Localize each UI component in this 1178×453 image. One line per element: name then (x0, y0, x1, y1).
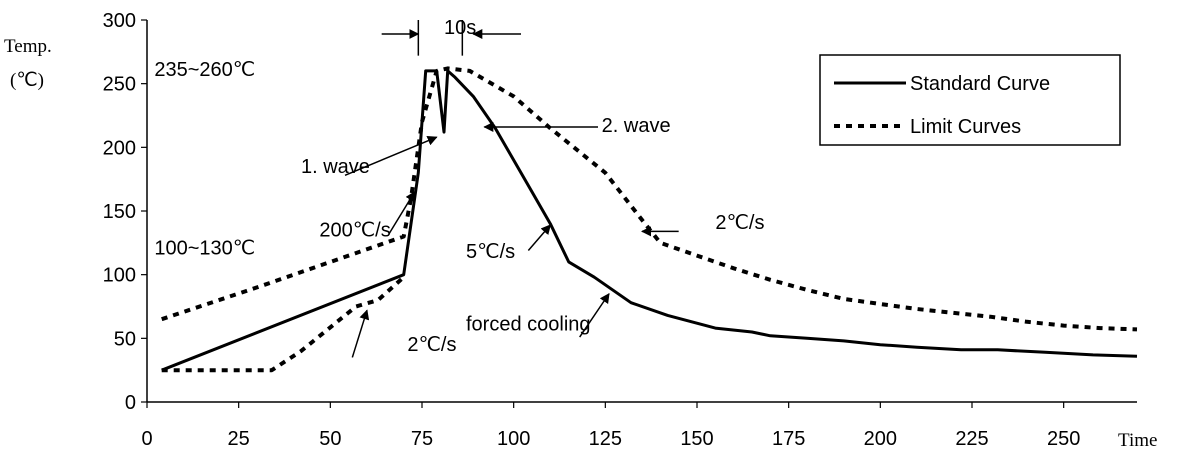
x-tick-label: 75 (411, 428, 433, 450)
legend-box (819, 54, 1121, 146)
series-0-line (161, 69, 1138, 372)
x-tick-label: 0 (141, 428, 152, 450)
x-tick-label: 25 (228, 428, 250, 450)
x-tick-label: 200 (864, 428, 897, 450)
annotation-arrow (351, 309, 370, 358)
annotation-arrow (388, 191, 416, 235)
y-tick-labels: 0 50 100 150 200 250 300 (103, 10, 136, 414)
annotation-arrow (579, 292, 610, 338)
series-layer (161, 66, 1138, 373)
annotation-6: 2. wave (602, 115, 671, 137)
annotation-7: 5℃/s (466, 241, 515, 263)
annotation-arrow (344, 135, 438, 177)
legend: Standard Curve Limit Curves (819, 54, 1121, 146)
annotation-0: 235~260℃ (154, 59, 255, 81)
axes (141, 19, 1137, 408)
annotation-5: 2℃/s (407, 334, 456, 356)
x-tick-labels: 0 25 50 75 100 125 150 175 200 225 250 (141, 428, 1080, 450)
x-tick-label: 150 (680, 428, 713, 450)
annotations: 235~260℃ 100~130℃ 10s 1. wave 200℃/s 2℃/s 2. w… (154, 17, 764, 356)
legend-label-limit: Limit Curves (910, 116, 1021, 138)
annotation-2: 10s (444, 17, 476, 39)
x-tick-label: 175 (772, 428, 805, 450)
x-tick-label: 250 (1047, 428, 1080, 450)
y-tick-label: 50 (114, 328, 136, 350)
y-axis-label-line2: (℃) (10, 70, 44, 91)
y-tick-label: 250 (103, 74, 136, 96)
x-tick-label: 100 (497, 428, 530, 450)
annotation-8: forced cooling (466, 314, 591, 336)
x-axis-label: Time (1118, 430, 1157, 451)
series-1-line (161, 66, 1138, 332)
legend-label-standard: Standard Curve (910, 73, 1050, 95)
y-tick-label: 100 (103, 265, 136, 287)
annotation-9: 2℃/s (715, 212, 764, 234)
x-tick-label: 50 (319, 428, 341, 450)
x-tick-label: 125 (589, 428, 622, 450)
annotation-4: 200℃/s (319, 219, 390, 241)
x-tick-label: 225 (955, 428, 988, 450)
y-tick-label: 200 (103, 137, 136, 159)
annotation-arrow (527, 224, 551, 251)
series-2-line (161, 275, 406, 373)
y-tick-label: 300 (103, 10, 136, 32)
y-axis-label-line1: Temp. (4, 36, 52, 57)
annotation-1: 100~130℃ (154, 237, 255, 259)
annotation-3: 1. wave (301, 156, 370, 178)
y-tick-label: 150 (103, 201, 136, 223)
y-tick-label: 0 (125, 392, 136, 414)
annotation-arrows (344, 20, 679, 358)
